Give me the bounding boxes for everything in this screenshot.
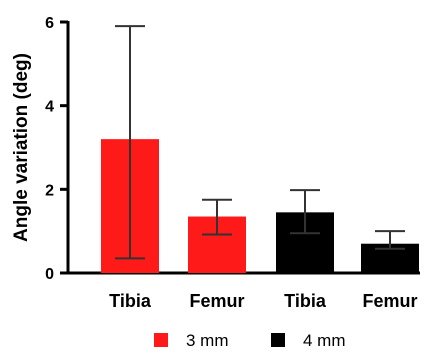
x-tick-label: Femur [189,291,244,311]
legend-label: 4 mm [303,331,346,350]
y-ticks: 0 2 4 6 [45,15,68,283]
y-tick-label: 6 [45,15,54,32]
legend-label: 3 mm [186,331,229,350]
x-tick-label: Tibia [284,291,327,311]
y-tick-label: 0 [45,266,54,283]
legend-swatch-1 [154,333,168,347]
x-tick-label: Tibia [109,291,152,311]
error-bars [115,25,405,260]
legend: 3 mm 4 mm [154,331,346,350]
legend-swatch-2 [271,333,285,347]
y-tick-label: 4 [45,99,54,116]
x-tick-label: Femur [362,291,417,311]
y-axis-label: Angle variation (deg) [11,53,32,242]
y-tick-label: 2 [45,182,54,199]
bars [101,139,419,273]
x-tick-labels: Tibia Femur Tibia Femur [109,291,417,311]
